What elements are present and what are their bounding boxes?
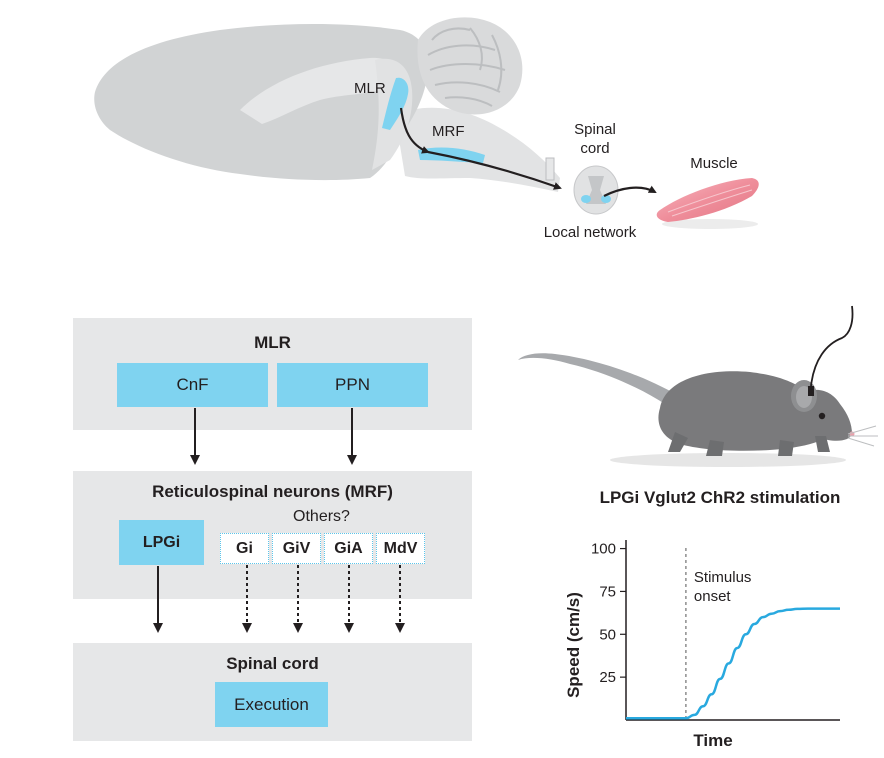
y-tick-label: 75 [599, 583, 616, 600]
y-tick-label: 25 [599, 669, 616, 686]
muscle-label: Muscle [690, 155, 738, 172]
mlr-to-mrf-arrow [399, 107, 430, 154]
speed-series-line-0 [626, 607, 840, 720]
spinal-cord-section [573, 165, 619, 215]
brain-schematic: MLR MRF Spinal cord Local network Muscle [94, 17, 759, 241]
spinal-cord-label-2: cord [580, 140, 609, 157]
ventricle-shape [240, 57, 398, 124]
mlr-region [382, 77, 409, 130]
mdv-box: MdV [376, 533, 425, 564]
brainstem-shape [395, 107, 560, 192]
mouse-illustration [518, 305, 878, 467]
mrf-panel-title: Reticulospinal neurons (MRF) [152, 482, 393, 501]
mrf-label: MRF [432, 123, 465, 140]
y-tick-label: 100 [591, 541, 616, 558]
speed-chart: 25 50 75 100 Stimulus onset Time Speed (cm/s) [564, 540, 840, 750]
cerebellum [417, 17, 523, 115]
stimulus-annotation-line1: Stimulus [694, 569, 752, 586]
mlr-panel-title: MLR [254, 333, 291, 352]
execution-box: Execution [215, 682, 328, 727]
spinal-cord-label-1: Spinal [574, 121, 616, 138]
ppn-box: PPN [277, 363, 428, 407]
y-tick-label: 50 [599, 626, 616, 643]
gia-box: GiA [324, 533, 373, 564]
spinal-to-muscle-arrow [603, 185, 657, 197]
local-network-label: Local network [544, 224, 637, 241]
gi-box: Gi [220, 533, 269, 564]
cnf-box: CnF [117, 363, 268, 407]
giv-box: GiV [272, 533, 321, 564]
y-axis-label: Speed (cm/s) [564, 592, 583, 698]
x-axis-label: Time [693, 731, 732, 750]
mrf-to-spinal-arrow [427, 150, 562, 190]
chart-title: LPGi Vglut2 ChR2 stimulation [599, 488, 841, 507]
muscle-illustration [656, 178, 759, 229]
stimulus-annotation-line2: onset [694, 588, 732, 605]
mrf-region [418, 147, 485, 163]
spinal-panel-title: Spinal cord [226, 654, 319, 673]
others-label: Others? [293, 508, 350, 525]
lpgi-box: LPGi [119, 520, 204, 565]
mlr-label: MLR [354, 80, 386, 97]
